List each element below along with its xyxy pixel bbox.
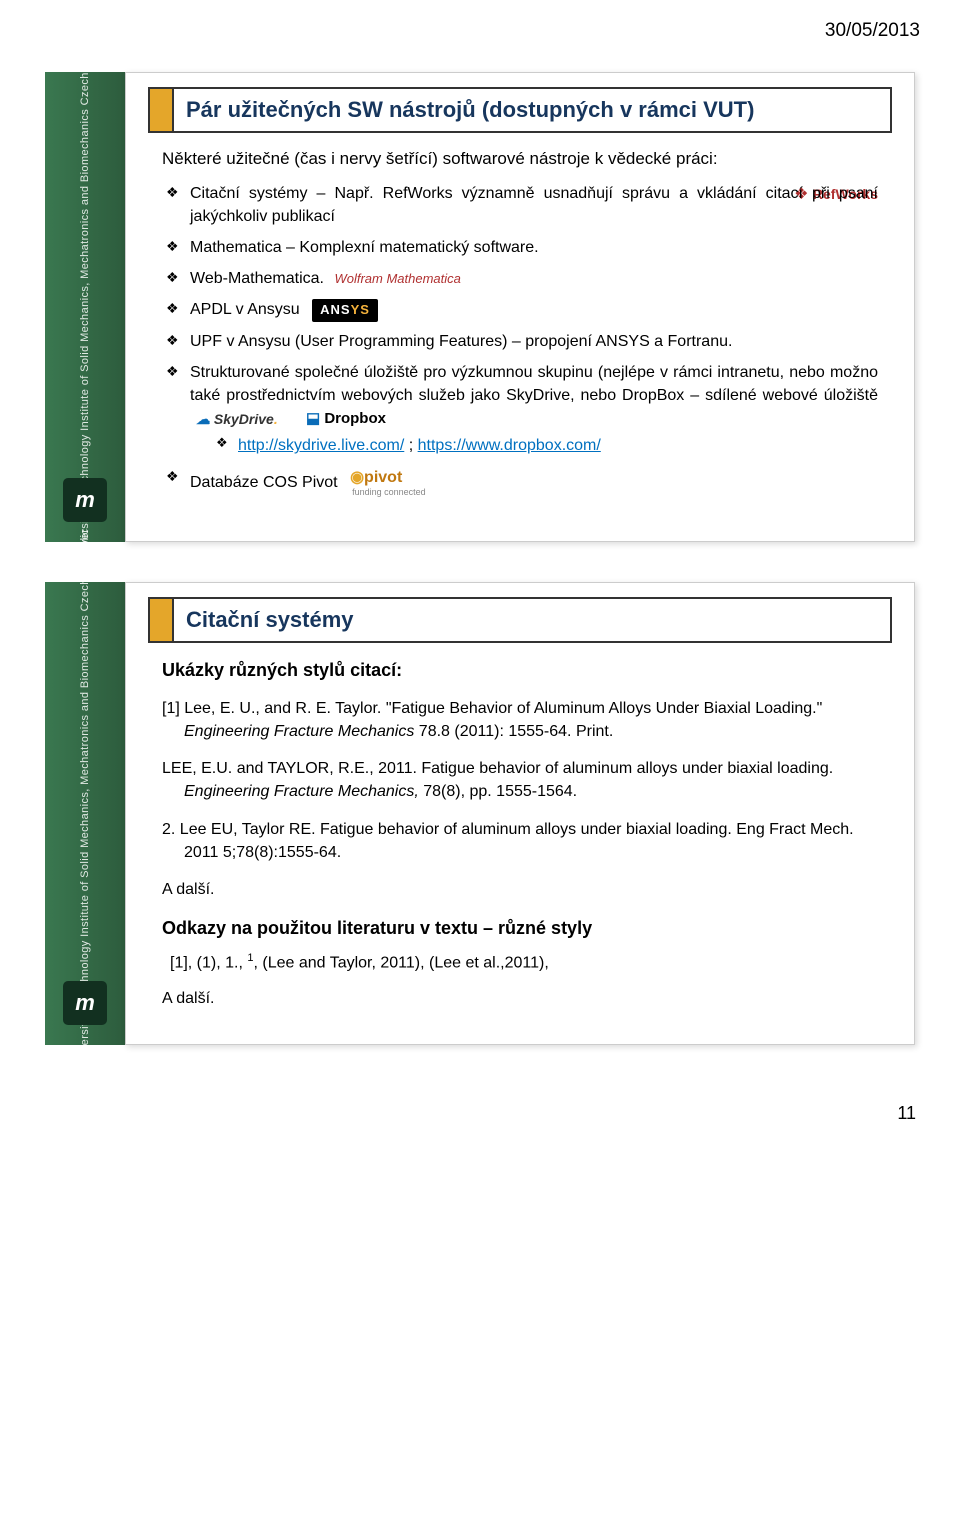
bullet-item: UPF v Ansysu (User Programming Features)… [166,330,878,353]
bullet-text: Citační systémy – Např. RefWorks významn… [190,185,878,225]
more-text-2: A další. [162,987,878,1010]
citation-1: [1] Lee, E. U., and R. E. Taylor. "Fatig… [162,697,878,743]
slide-title: Pár užitečných SW nástrojů (dostupných v… [174,87,892,133]
bullet-item: Mathematica – Komplexní matematický soft… [166,236,878,259]
bullet-text: APDL v Ansysu [190,301,300,318]
dropbox-logo: ⬓ Dropbox [306,408,386,430]
title-accent [148,597,174,643]
skydrive-link[interactable]: http://skydrive.live.com/ [238,437,404,454]
bullet-text: UPF v Ansysu (User Programming Features)… [190,333,732,350]
slide-title-banner: Pár užitečných SW nástrojů (dostupných v… [148,87,892,133]
slide2-intro: Ukázky různých stylů citací: [162,657,878,683]
slide-1: Brno University of Technology Institute … [45,72,915,542]
bullet-text: Mathematica – Komplexní matematický soft… [190,239,539,256]
bullet-text: Databáze COS Pivot [190,473,338,490]
bullet-text: Web-Mathematica. [190,270,324,287]
slide1-intro: Některé užitečné (čas i nervy šetřící) s… [162,147,878,172]
inline-cite-heading: Odkazy na použitou literaturu v textu – … [162,915,878,941]
slide-content: Některé užitečné (čas i nervy šetřící) s… [126,141,914,541]
slide-body: Pár užitečných SW nástrojů (dostupných v… [125,72,915,542]
university-logo: m [63,981,107,1025]
university-logo: m [63,478,107,522]
slide-body: Citační systémy Ukázky různých stylů cit… [125,582,915,1045]
sub-bullets: http://skydrive.live.com/ ; https://www.… [190,434,878,457]
page-number: 11 [0,1085,960,1152]
citation-2: LEE, E.U. and TAYLOR, R.E., 2011. Fatigu… [162,757,878,803]
bullet-item: Web-Mathematica. Wolfram Mathematica [166,267,878,290]
more-text: A další. [162,878,878,901]
ansys-logo: ANSYS [312,299,378,322]
sub-bullet-item: http://skydrive.live.com/ ; https://www.… [216,434,878,457]
slide1-bullets: Citační systémy – Např. RefWorks významn… [162,182,878,499]
bullet-text: Strukturované společné úložiště pro výzk… [190,364,878,404]
university-logo-glyph: m [75,990,95,1016]
citation-3: 2. Lee EU, Taylor RE. Fatigue behavior o… [162,818,878,864]
slide-sidebar: Brno University of Technology Institute … [45,72,125,542]
slide-sidebar: Brno University of Technology Institute … [45,582,125,1045]
slide-content: Ukázky různých stylů citací: [1] Lee, E.… [126,651,914,1044]
slide-title: Citační systémy [174,597,892,643]
slide-2: Brno University of Technology Institute … [45,582,915,1045]
bullet-item: Citační systémy – Např. RefWorks významn… [166,182,878,228]
dropbox-link[interactable]: https://www.dropbox.com/ [418,437,601,454]
page-date: 30/05/2013 [0,0,960,52]
bullet-item: Strukturované společné úložiště pro výzk… [166,361,878,458]
wolfram-logo: Wolfram Mathematica [334,270,460,289]
inline-cite-examples: [1], (1), 1., 1, (Lee and Taylor, 2011),… [162,951,878,975]
pivot-logo: ◉pivot funding connected [350,466,426,499]
link-sep: ; [409,437,418,454]
title-accent [148,87,174,133]
slide-title-banner: Citační systémy [148,597,892,643]
bullet-item: APDL v Ansysu ANSYS [166,298,878,321]
bullet-item: Databáze COS Pivot ◉pivot funding connec… [166,466,878,499]
university-logo-glyph: m [75,487,95,513]
skydrive-logo: ☁ SkyDrive. [196,409,278,429]
